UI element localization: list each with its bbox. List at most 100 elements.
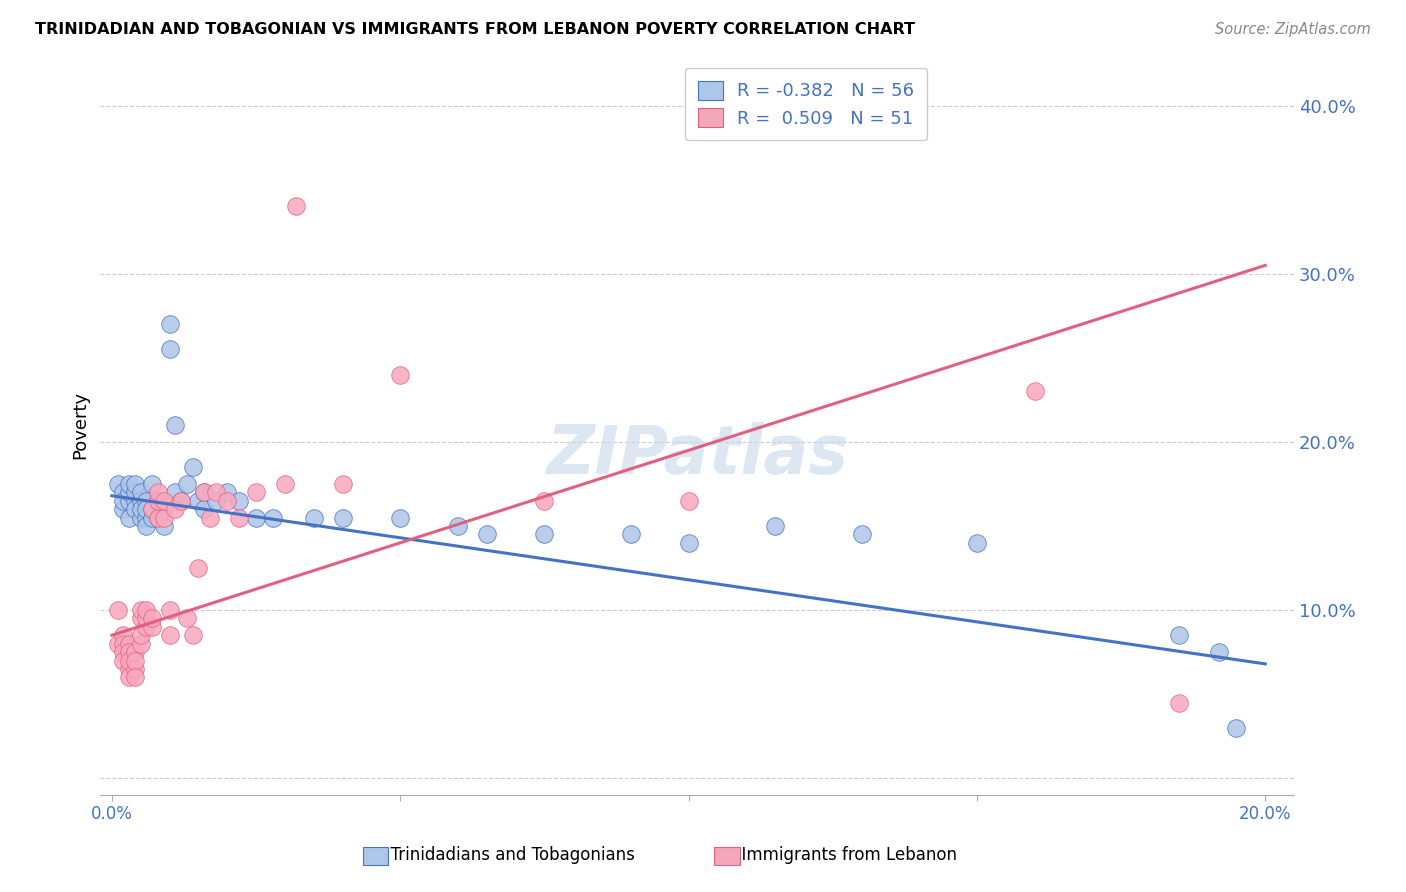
Point [141, 611, 163, 625]
Point [146, 510, 169, 524]
Point [112, 645, 135, 659]
Text: Immigrants from Lebanon: Immigrants from Lebanon [731, 846, 957, 863]
Point [176, 477, 198, 491]
Point [228, 493, 250, 508]
Point [966, 536, 988, 550]
Point [135, 510, 157, 524]
Point [165, 418, 187, 433]
Point [129, 628, 152, 642]
Point [678, 536, 700, 550]
Point [146, 493, 169, 508]
Text: Trinidadians and Tobagonians: Trinidadians and Tobagonians [380, 846, 634, 863]
Point [141, 477, 163, 491]
Point [129, 603, 152, 617]
Point [274, 477, 297, 491]
Point [193, 485, 215, 500]
Point [170, 493, 193, 508]
Point [262, 510, 284, 524]
Point [1208, 645, 1230, 659]
Point [124, 654, 146, 668]
Point [475, 527, 498, 541]
Point [129, 493, 152, 508]
Point [389, 510, 412, 524]
Point [302, 510, 325, 524]
Point [107, 603, 129, 617]
Point [112, 654, 135, 668]
Point [198, 510, 221, 524]
Point [620, 527, 643, 541]
Point [141, 502, 163, 516]
Point [187, 561, 209, 575]
Point [118, 485, 141, 500]
Point [112, 493, 135, 508]
Point [193, 485, 215, 500]
Point [187, 493, 209, 508]
Point [763, 519, 786, 533]
Point [107, 637, 129, 651]
Legend: R = -0.382   N = 56, R =  0.509   N = 51: R = -0.382 N = 56, R = 0.509 N = 51 [685, 68, 927, 140]
Y-axis label: Poverty: Poverty [72, 391, 89, 459]
Point [285, 199, 308, 213]
Point [217, 493, 239, 508]
Point [159, 317, 181, 331]
Point [129, 502, 152, 516]
Point [112, 502, 135, 516]
Point [135, 519, 157, 533]
Point [112, 637, 135, 651]
Point [152, 493, 174, 508]
Point [165, 502, 187, 516]
Point [165, 485, 187, 500]
Point [118, 662, 141, 676]
Point [141, 510, 163, 524]
Point [124, 485, 146, 500]
Text: ZIPatlas: ZIPatlas [547, 422, 848, 488]
Point [176, 611, 198, 625]
Point [204, 485, 226, 500]
Point [118, 477, 141, 491]
Point [146, 510, 169, 524]
Point [181, 628, 204, 642]
Point [152, 510, 174, 524]
Point [152, 502, 174, 516]
Point [181, 460, 204, 475]
Point [124, 477, 146, 491]
Point [1167, 696, 1189, 710]
Point [159, 603, 181, 617]
Point [159, 343, 181, 357]
Point [135, 620, 157, 634]
Point [1024, 384, 1046, 399]
Point [118, 670, 141, 684]
Point [124, 670, 146, 684]
Text: TRINIDADIAN AND TOBAGONIAN VS IMMIGRANTS FROM LEBANON POVERTY CORRELATION CHART: TRINIDADIAN AND TOBAGONIAN VS IMMIGRANTS… [35, 22, 915, 37]
Point [118, 637, 141, 651]
Point [159, 628, 181, 642]
Point [141, 502, 163, 516]
Point [141, 620, 163, 634]
Point [129, 510, 152, 524]
Point [124, 645, 146, 659]
Point [1225, 721, 1247, 735]
Point [124, 502, 146, 516]
Point [135, 611, 157, 625]
Point [118, 510, 141, 524]
Point [245, 485, 267, 500]
Point [228, 510, 250, 524]
Point [533, 527, 555, 541]
Point [129, 611, 152, 625]
Point [112, 628, 135, 642]
Point [124, 493, 146, 508]
Point [118, 645, 141, 659]
Point [1167, 628, 1189, 642]
Point [112, 485, 135, 500]
Point [533, 493, 555, 508]
Point [217, 485, 239, 500]
Point [129, 485, 152, 500]
Point [135, 493, 157, 508]
Point [146, 485, 169, 500]
Point [124, 662, 146, 676]
Point [170, 493, 193, 508]
Point [135, 603, 157, 617]
Point [204, 493, 226, 508]
Point [193, 502, 215, 516]
Point [118, 654, 141, 668]
